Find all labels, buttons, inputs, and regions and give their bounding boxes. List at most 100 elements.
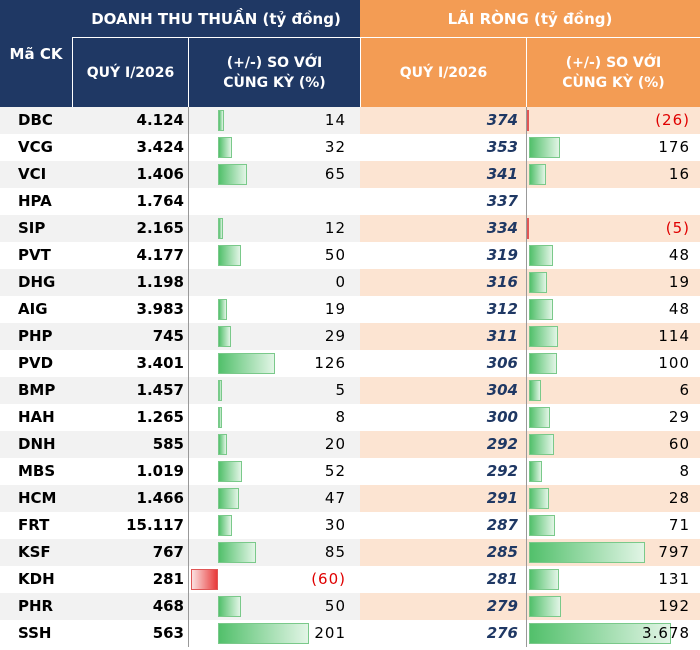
profit-change-cell: 100 <box>526 350 700 377</box>
table-row: SIP 2.165 12 334 (5) <box>0 215 700 242</box>
revenue-cell: 468 <box>72 593 188 620</box>
profit-change-value: 48 <box>668 246 690 264</box>
revenue-change-cell: 50 <box>188 593 360 620</box>
revenue-change-value: 85 <box>324 543 346 561</box>
revenue-change-bar <box>218 596 241 617</box>
revenue-change-bar <box>218 218 224 239</box>
ticker-cell: KSF <box>0 539 72 566</box>
revenue-change-cell: 85 <box>188 539 360 566</box>
revenue-change-value: 19 <box>324 300 346 318</box>
revenue-change-cell: 5 <box>188 377 360 404</box>
revenue-change-cell: 8 <box>188 404 360 431</box>
revenue-change-cell: 65 <box>188 161 360 188</box>
profit-change-cell: 29 <box>526 404 700 431</box>
table-row: HCM 1.466 47 291 28 <box>0 485 700 512</box>
profit-change-bar <box>529 542 645 563</box>
ticker-cell: DBC <box>0 107 72 134</box>
profit-change-bar <box>529 380 541 401</box>
revenue-change-cell: 52 <box>188 458 360 485</box>
profit-change-cell: 60 <box>526 431 700 458</box>
ticker-cell: DNH <box>0 431 72 458</box>
revenue-change-cell: 20 <box>188 431 360 458</box>
profit-change-value: 114 <box>658 327 690 345</box>
profit-change-value: 100 <box>658 354 690 372</box>
ticker-cell: SIP <box>0 215 72 242</box>
profit-change-bar <box>529 434 554 455</box>
revenue-change-value: 30 <box>324 516 346 534</box>
profit-cell: 374 <box>360 107 526 134</box>
revenue-change-bar <box>218 299 227 320</box>
profit-change-cell: 8 <box>526 458 700 485</box>
revenue-cell: 1.265 <box>136 408 184 426</box>
revenue-change-value: 32 <box>324 138 346 156</box>
revenue-change-value: 126 <box>314 354 346 372</box>
revenue-change-cell: 30 <box>188 512 360 539</box>
revenue-change-cell: 19 <box>188 296 360 323</box>
revenue-change-value: 0 <box>335 273 346 291</box>
revenue-change-cell: 0 <box>188 269 360 296</box>
revenue-cell: 3.424 <box>136 138 184 156</box>
profit-change-cell: 114 <box>526 323 700 350</box>
revenue-cell: 1.406 <box>72 161 188 188</box>
header-change-line1: (+/-) SO VỚI <box>226 54 323 71</box>
table-row: DBC 4.124 14 374 (26) <box>0 107 700 134</box>
profit-change-bar <box>529 515 555 536</box>
revenue-change-bar <box>218 380 222 401</box>
profit-change-cell: (5) <box>526 215 700 242</box>
profit-change-cell: 28 <box>526 485 700 512</box>
header-revenue-quarter: QUÝ I/2026 <box>72 37 188 107</box>
profit-cell: 319 <box>486 246 518 264</box>
profit-change-cell: 71 <box>526 512 700 539</box>
ticker-cell: AIG <box>18 300 48 318</box>
revenue-cell: 585 <box>72 431 188 458</box>
revenue-change-bar <box>218 164 248 185</box>
profit-cell: 304 <box>360 377 526 404</box>
revenue-change-bar <box>218 326 232 347</box>
table-row: DHG 1.198 0 316 19 <box>0 269 700 296</box>
profit-change-value: 3.678 <box>642 624 690 642</box>
revenue-change-bar <box>218 353 275 374</box>
profit-change-cell: 192 <box>526 593 700 620</box>
profit-change-cell: 16 <box>526 161 700 188</box>
profit-change-cell: 48 <box>526 296 700 323</box>
revenue-change-cell: 12 <box>188 215 360 242</box>
ticker-cell: PHP <box>0 323 72 350</box>
revenue-change-bar <box>218 623 309 644</box>
profit-change-value: 16 <box>668 165 690 183</box>
profit-change-bar <box>529 488 550 509</box>
profit-cell: 279 <box>360 593 526 620</box>
profit-change-value: 192 <box>658 597 690 615</box>
ticker-cell: SSH <box>18 624 52 642</box>
profit-change-value: 29 <box>668 408 690 426</box>
revenue-change-value: 29 <box>324 327 346 345</box>
revenue-change-bar <box>190 569 218 590</box>
table-row: KSF 767 85 285 797 <box>0 539 700 566</box>
revenue-change-bar <box>218 515 232 536</box>
revenue-change-value: 65 <box>324 165 346 183</box>
profit-change-cell: 131 <box>526 566 700 593</box>
profit-change-bar <box>529 299 553 320</box>
header-revenue-group: DOANH THU THUẦN (tỷ đồng) <box>72 0 360 37</box>
header-profit-quarter: QUÝ I/2026 <box>360 37 526 107</box>
revenue-change-value: 201 <box>314 624 346 642</box>
revenue-change-bar <box>218 110 225 131</box>
revenue-cell: 1.466 <box>72 485 188 512</box>
revenue-change-cell: 126 <box>188 350 360 377</box>
profit-change-bar <box>529 164 547 185</box>
revenue-cell: 3.401 <box>136 354 184 372</box>
revenue-cell: 4.124 <box>72 107 188 134</box>
revenue-cell: 1.198 <box>72 269 188 296</box>
revenue-change-bar <box>218 407 222 428</box>
revenue-cell: 745 <box>72 323 188 350</box>
header-change-line1: (+/-) SO VỚI <box>565 54 662 71</box>
table-body: DBC 4.124 14 374 (26) VCG 3.424 32 353 176 VCI 1.40… <box>0 107 700 647</box>
profit-cell: 300 <box>486 408 518 426</box>
profit-cell: 337 <box>486 192 518 210</box>
ticker-cell: KDH <box>18 570 55 588</box>
profit-change-value: 48 <box>668 300 690 318</box>
profit-change-value: 176 <box>658 138 690 156</box>
revenue-change-value: 5 <box>335 381 346 399</box>
profit-change-bar <box>529 137 561 158</box>
ticker-cell: PVT <box>18 246 51 264</box>
profit-cell: 353 <box>486 138 518 156</box>
